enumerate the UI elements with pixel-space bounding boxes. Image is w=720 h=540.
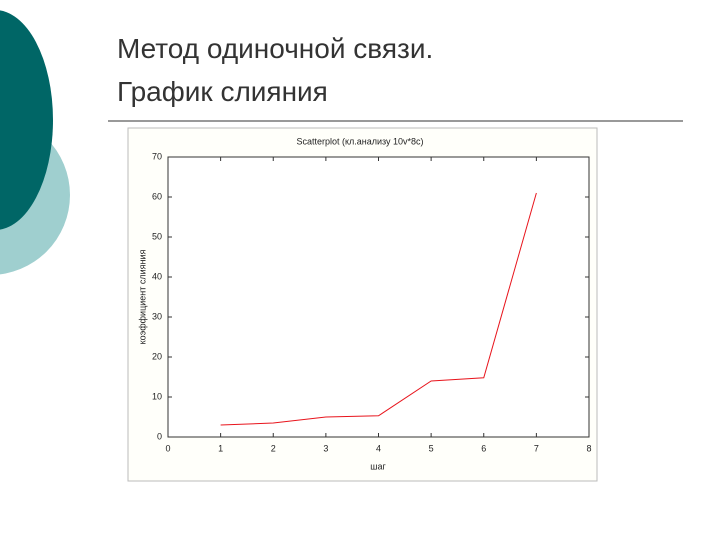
x-axis-label: шаг [370, 461, 386, 471]
x-tick-label: 4 [376, 443, 381, 453]
y-tick-label: 20 [152, 351, 162, 361]
y-tick-label: 10 [152, 391, 162, 401]
x-tick-label: 2 [271, 443, 276, 453]
x-tick-label: 5 [429, 443, 434, 453]
y-axis-label: коэффициент слияния [137, 249, 147, 344]
x-tick-label: 8 [586, 443, 591, 453]
chart-title: Scatterplot (кл.анализу 10v*8c) [296, 136, 423, 146]
x-tick-label: 1 [218, 443, 223, 453]
x-tick-label: 7 [534, 443, 539, 453]
slide-title-line: График слияния [117, 76, 328, 107]
slide-title-line: Метод одиночной связи. [117, 33, 433, 64]
x-tick-label: 6 [481, 443, 486, 453]
decor-circle-dark [0, 10, 53, 230]
data-line [220, 192, 537, 426]
x-tick-label: 0 [165, 443, 170, 453]
y-tick-label: 70 [152, 151, 162, 161]
y-tick-label: 30 [152, 311, 162, 321]
y-tick-label: 0 [157, 431, 162, 441]
y-tick-label: 50 [152, 231, 162, 241]
plot-area [167, 156, 590, 438]
x-tick-label: 3 [323, 443, 328, 453]
y-tick-label: 60 [152, 191, 162, 201]
y-tick-label: 40 [152, 271, 162, 281]
